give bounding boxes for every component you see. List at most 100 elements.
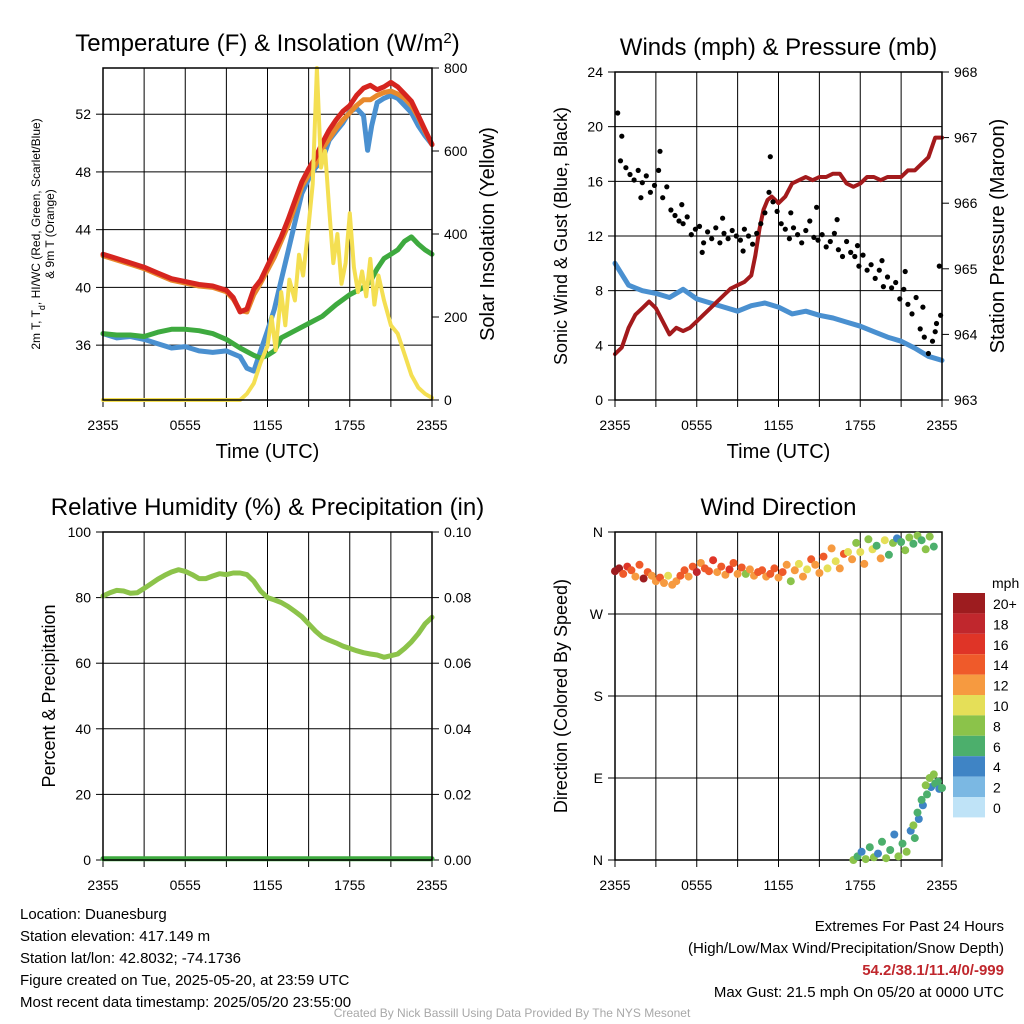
direction-point — [778, 568, 787, 577]
direction-point — [627, 566, 636, 575]
plot-frame — [102, 67, 433, 401]
legend-label: 10 — [993, 698, 1009, 714]
gust-point — [717, 240, 723, 246]
direction-point — [921, 545, 930, 554]
gust-point — [656, 167, 662, 173]
x-tick-label: 0555 — [170, 417, 201, 433]
gust-point — [835, 247, 842, 253]
gust-point — [770, 199, 776, 205]
gust-point — [762, 210, 768, 216]
plot-frame — [614, 71, 943, 401]
direction-point — [923, 790, 931, 799]
direction-point — [856, 548, 865, 556]
gust-point — [860, 252, 866, 258]
max-gust: Max Gust: 21.5 mph On 05/20 at 0000 UTC — [713, 984, 1004, 1001]
y2-tick-label: 0.02 — [444, 786, 471, 802]
direction-point — [639, 574, 648, 583]
gust-point — [679, 202, 685, 208]
gust-point — [897, 296, 903, 302]
gust-point — [617, 158, 624, 164]
winds-pressure-panel: Winds (mph) & Pressure (mb) 2355 0555 1155 1… — [551, 34, 1009, 463]
gust-point — [852, 253, 858, 260]
legend-swatch — [953, 633, 985, 655]
gust-point — [721, 230, 727, 236]
direction-point — [857, 847, 866, 856]
gust-point — [660, 195, 666, 201]
direction-point — [860, 559, 869, 568]
y2-axis-label: Station Pressure (Maroon) — [987, 119, 1009, 354]
direction-point — [910, 834, 919, 843]
gust-point — [921, 334, 927, 340]
gust-point — [913, 294, 919, 301]
direction-point — [864, 535, 873, 544]
gust-point — [733, 233, 739, 239]
direction-point — [917, 795, 926, 804]
gust-point — [701, 240, 707, 246]
direction-point — [709, 556, 718, 565]
direction-point — [713, 568, 722, 577]
direction-point — [803, 565, 812, 574]
gust-point — [819, 232, 825, 238]
gust-point — [938, 312, 944, 318]
x-tick-label: 2355 — [926, 417, 957, 433]
direction-point — [835, 564, 844, 573]
gust-point — [767, 154, 773, 160]
x-tick-label: 1155 — [252, 417, 282, 433]
direction-point — [729, 559, 738, 567]
gust-point — [795, 232, 801, 238]
credit-line: Created By Nick Bassill Using Data Provi… — [333, 1006, 691, 1020]
gust-point — [854, 243, 861, 249]
direction-point — [929, 770, 938, 779]
y-tick-label: S — [594, 688, 603, 704]
legend-swatch — [953, 715, 985, 736]
extremes-title: Extremes For Past 24 Hours — [814, 918, 1004, 935]
direction-point — [897, 538, 906, 546]
gust-point — [929, 338, 936, 344]
x-tick-label: 2355 — [599, 417, 630, 433]
gust-point — [750, 241, 756, 247]
direction-point — [878, 837, 886, 846]
legend-swatch — [953, 654, 985, 675]
gust-point — [879, 258, 885, 264]
direction-point — [884, 550, 893, 559]
y-tick-label: N — [593, 852, 603, 868]
humidity-precipitation-panel: Relative Humidity (%) & Precipitation (i… — [39, 494, 484, 893]
extremes-values: 54.2/38.1/11.4/0/-999 — [862, 962, 1004, 979]
direction-point — [786, 577, 795, 586]
y-tick-label: 40 — [75, 279, 91, 295]
data-series-line — [100, 92, 435, 374]
gust-point — [692, 226, 699, 232]
y2-tick-label: 0.08 — [444, 590, 471, 606]
direction-point — [619, 569, 628, 578]
gust-point — [627, 171, 633, 178]
gust-point — [902, 268, 908, 275]
gust-point — [639, 180, 645, 186]
x-axis-label: Time (UTC) — [216, 441, 320, 463]
y-axis-label: Direction (Colored By Speed) — [551, 579, 571, 813]
gust-point — [619, 133, 625, 139]
x-tick-label: 1155 — [763, 877, 793, 893]
legend-label: 18 — [993, 616, 1009, 632]
y2-tick-label: 200 — [444, 309, 468, 325]
gust-point — [844, 238, 850, 245]
x-tick-label: 2355 — [416, 877, 447, 893]
gust-point — [668, 207, 674, 213]
direction-point — [861, 855, 870, 864]
gust-point — [709, 236, 715, 242]
y2-tick-label: 0.00 — [444, 852, 471, 868]
legend-label: 16 — [993, 637, 1009, 653]
gust-point — [901, 286, 907, 292]
y-tick-label: 44 — [75, 222, 91, 238]
extremes-info: Extremes For Past 24 Hours (High/Low/Max… — [688, 916, 1004, 1004]
direction-point — [874, 849, 882, 858]
gust-point — [657, 148, 663, 154]
x-tick-label: 0555 — [681, 877, 712, 893]
y-axis-label: Percent & Precipitation — [39, 604, 59, 787]
direction-point — [725, 565, 734, 574]
data-series-line — [100, 567, 435, 660]
y2-axis-label: Solar Insolation (Yellow) — [477, 127, 499, 341]
gust-point — [856, 263, 862, 269]
gust-point — [893, 279, 899, 286]
gust-point — [799, 240, 805, 246]
